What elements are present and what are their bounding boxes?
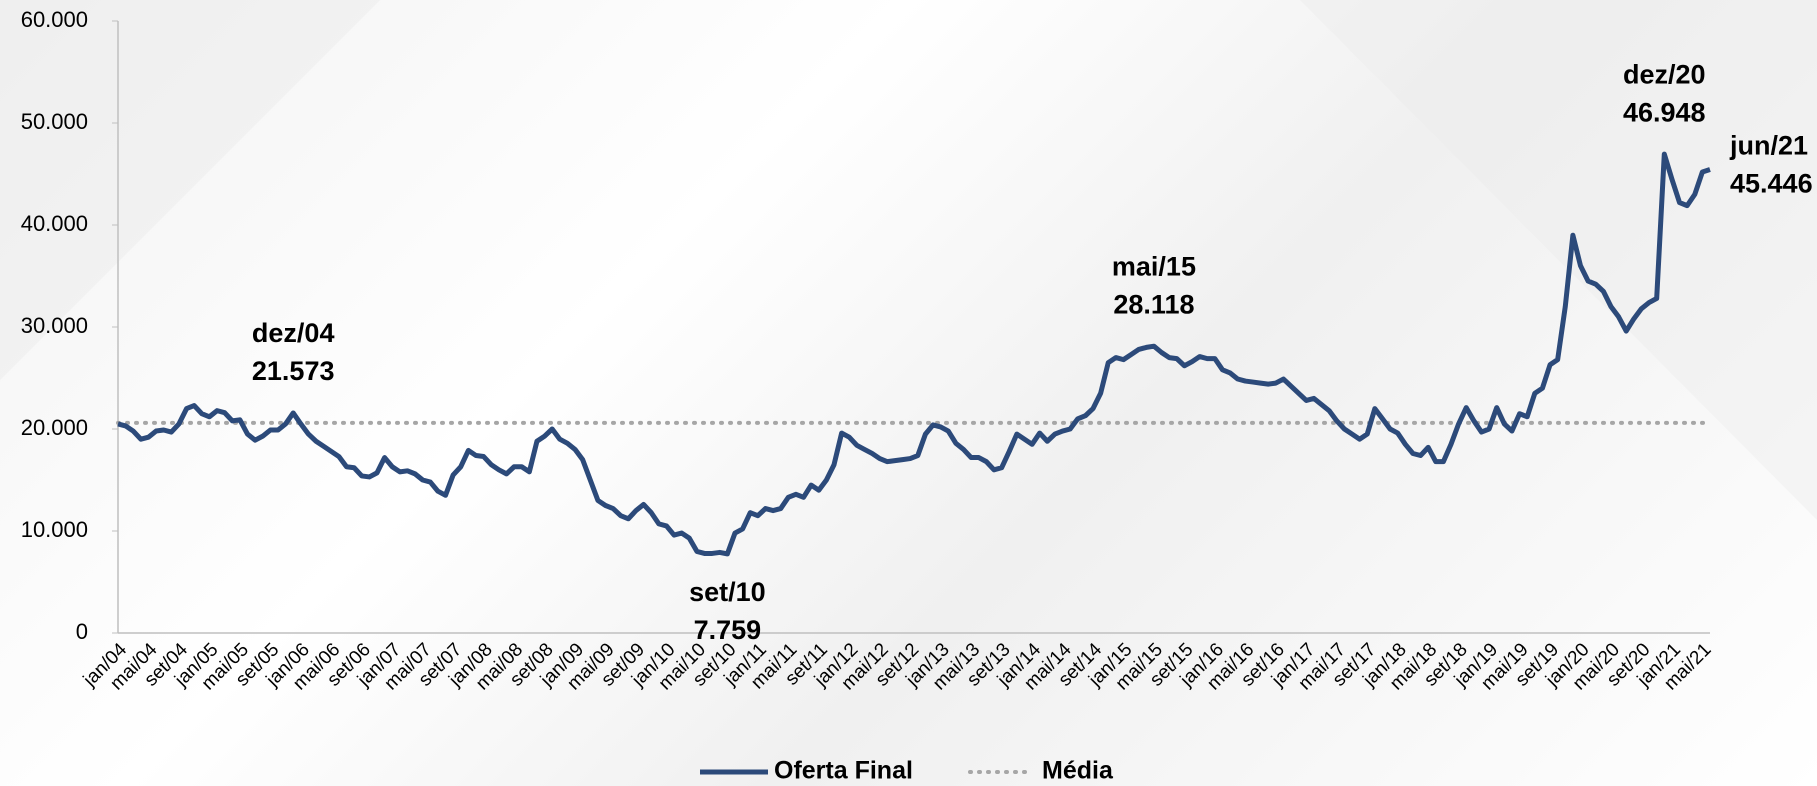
annotation-value: 21.573 <box>252 356 335 386</box>
annotation-date: dez/20 <box>1623 59 1706 89</box>
legend-label: Oferta Final <box>774 757 913 785</box>
data-line <box>117 151 1711 557</box>
annotation-value: 45.446 <box>1730 169 1813 199</box>
background-shape <box>0 0 380 380</box>
y-tick-label: 30.000 <box>21 313 88 338</box>
y-tick-label: 60.000 <box>21 7 88 32</box>
y-tick-label: 50.000 <box>21 109 88 134</box>
annotation-date: dez/04 <box>252 318 335 348</box>
y-tick-label: 20.000 <box>21 415 88 440</box>
annotation-value: 7.759 <box>694 615 762 645</box>
y-tick-label: 0 <box>76 619 88 644</box>
annotation-date: jun/21 <box>1729 131 1808 161</box>
annotation-date: set/10 <box>689 577 766 607</box>
y-tick-label: 10.000 <box>21 517 88 542</box>
annotation-value: 28.118 <box>1113 289 1194 319</box>
annotation-date: mai/15 <box>1112 251 1196 281</box>
background-shape <box>1300 0 1817 520</box>
annotation-value: 46.948 <box>1623 97 1706 127</box>
y-tick-label: 40.000 <box>21 211 88 236</box>
legend-label: Média <box>1042 757 1114 785</box>
